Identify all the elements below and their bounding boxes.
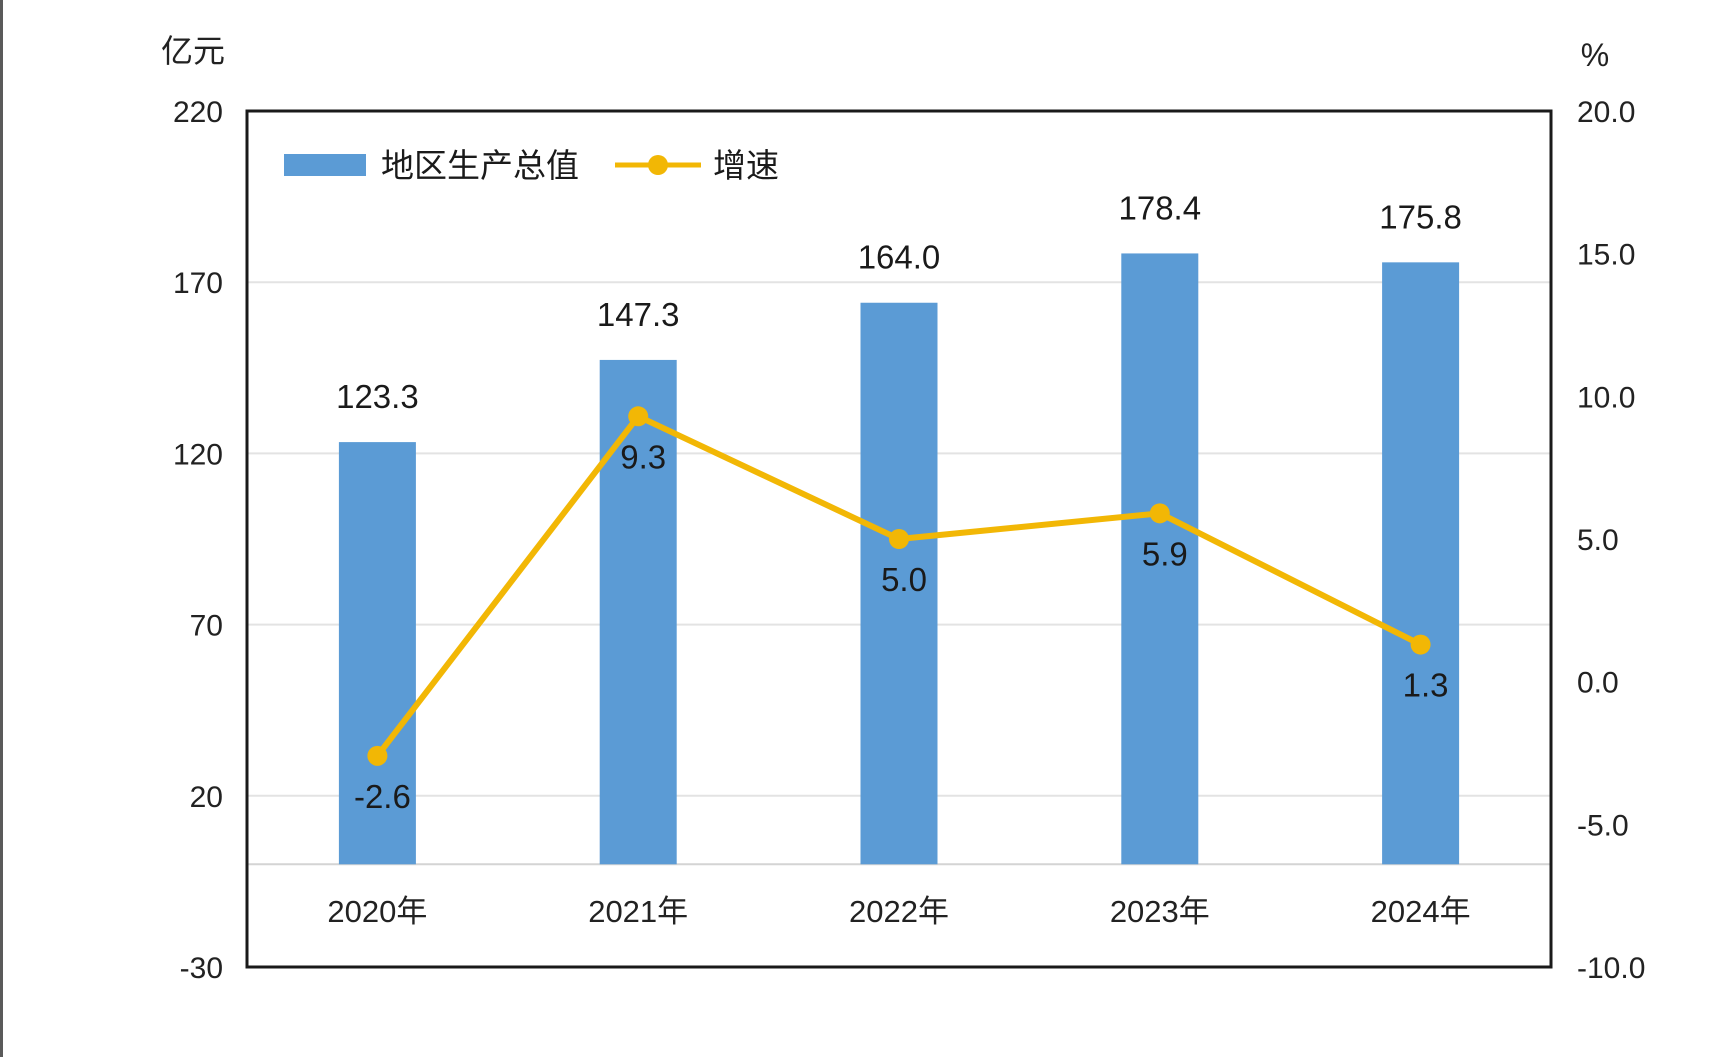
line-value-label: 5.9 (1142, 535, 1188, 572)
bar-value-label: 147.3 (597, 296, 680, 333)
bar (338, 442, 416, 865)
left-tick-label: 220 (173, 96, 223, 129)
legend-bar-label: 地区生产总值 (381, 147, 579, 184)
bar (1121, 253, 1199, 865)
line-point (1149, 503, 1170, 524)
line-value-label: -2.6 (354, 778, 411, 815)
left-axis: 亿元 220 170 120 70 20 -30 (161, 33, 225, 985)
category-label: 2024年 (1371, 894, 1471, 929)
x-axis: 2020年 2021年 2022年 2023年 2024年 (327, 894, 1470, 929)
left-tick-label: 20 (190, 781, 223, 814)
category-label: 2022年 (849, 894, 949, 929)
line-point (889, 529, 909, 549)
bar-value-label: 164.0 (858, 239, 941, 276)
bar-value-label: 123.3 (336, 378, 419, 415)
line-series: -2.6 9.3 5.0 5.9 1.3 (354, 406, 1449, 815)
right-axis-unit: % (1581, 37, 1609, 73)
line-point (1410, 634, 1431, 655)
bar-value-label: 178.4 (1119, 189, 1202, 226)
left-tick-label: 120 (173, 438, 223, 471)
line-point (367, 745, 388, 766)
right-tick-label: 20.0 (1577, 96, 1635, 129)
bar (599, 359, 677, 865)
right-axis: % 20.0 15.0 10.0 5.0 0.0 -5.0 -10.0 (1577, 37, 1645, 985)
legend-line-label: 增速 (713, 147, 779, 184)
left-tick-label: -30 (180, 952, 223, 985)
bar-value-label: 175.8 (1379, 198, 1462, 235)
legend-line-marker (648, 155, 668, 175)
plot-border (245, 109, 1553, 969)
left-axis-unit: 亿元 (161, 33, 225, 69)
line-value-label: 9.3 (620, 438, 666, 475)
line-point (628, 406, 649, 427)
category-label: 2021年 (588, 894, 688, 929)
right-tick-label: 0.0 (1577, 667, 1619, 700)
category-label: 2023年 (1110, 894, 1210, 929)
right-tick-label: -10.0 (1577, 952, 1645, 985)
legend-bar-swatch (284, 154, 366, 176)
right-tick-label: -5.0 (1577, 809, 1629, 842)
legend: 地区生产总值 增速 (284, 147, 779, 184)
plot-frame (245, 109, 1553, 969)
category-label: 2020年 (327, 894, 427, 929)
line-value-label: 5.0 (881, 561, 927, 598)
right-tick-label: 15.0 (1577, 239, 1635, 272)
left-tick-label: 70 (190, 610, 223, 643)
bar (1382, 262, 1460, 865)
left-tick-label: 170 (173, 267, 223, 300)
bar (860, 302, 938, 865)
right-tick-label: 10.0 (1577, 381, 1635, 414)
bar-series: 123.3 147.3 164.0 178.4 175.8 (336, 189, 1462, 865)
line-value-label: 1.3 (1403, 667, 1449, 704)
right-tick-label: 5.0 (1577, 524, 1619, 557)
